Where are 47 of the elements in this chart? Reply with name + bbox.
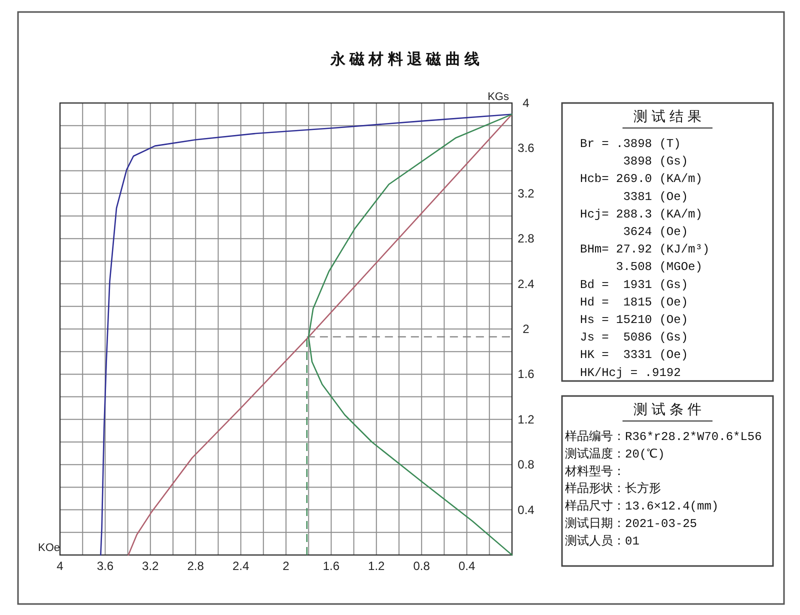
text: Hd = 1815 (Oe) [580,295,688,310]
y-tick-label: 2.4 [518,276,535,291]
text: Hcb= 269.0 (KA/m) [580,172,702,186]
text: 测试日期：2021-03-25 [565,517,698,531]
x-tick-label: 0.8 [413,559,430,573]
x-tick-label: 3.6 [96,559,114,573]
text: HK = 3331 (Oe) [580,348,688,362]
x-tick-label: 2 [282,559,290,573]
x-tick-label: 1.2 [368,559,386,573]
text: 测试温度：20(℃) [565,446,665,462]
y-tick-label: 2 [522,322,530,336]
text: Hcj= 288.3 (KA/m) [580,207,702,222]
x-tick-label: 3.2 [142,559,160,573]
text: 3624 (Oe) [580,225,688,239]
x-tick-label: 1.6 [322,559,340,573]
text: 测试人员：01 [565,534,640,548]
text: 测 试 条 件 [634,401,702,417]
text: Hs = 15210 (Oe) [580,313,688,327]
y-tick-label: 3.2 [518,186,535,200]
y-tick-label: 4 [522,96,530,110]
y-tick-label: 3.6 [518,141,535,156]
text: 3381 (Oe) [580,190,688,204]
x-axis-title: KOe [38,542,60,554]
text: BHm= 27.92 (KJ/m³) [580,242,710,257]
text: 材料型号： [564,464,625,479]
x-tick-label: 0.4 [458,559,476,573]
text: Br = .3898 (T) [580,137,681,151]
line-series [308,114,513,556]
y-tick-label: 0.4 [518,502,535,517]
x-tick-label: 2.4 [232,559,250,573]
y-tick-label: 0.8 [518,458,535,472]
y-tick-label: 1.6 [518,367,535,382]
y-tick-label: 2.8 [518,232,535,246]
text: 样品形状：长方形 [565,481,661,496]
text: 样品尺寸：13.6×12.4(mm) [565,500,719,514]
chart-title: 永 磁 材 料 退 磁 曲 线 [329,50,480,68]
text: 样品编号：R36*r28.2*W70.6*L56 [565,429,762,444]
text: 3.508 (MGOe) [580,260,702,274]
x-tick-label: 4 [56,559,64,573]
text: HK/Hcj = .9192 [580,366,681,380]
text: 测 试 结 果 [634,108,702,124]
text: Js = 5086 (Gs) [580,330,688,345]
text: Bd = 1931 (Gs) [580,278,688,292]
y-tick-label: 1.2 [518,412,535,426]
y-axis-title: KGs [488,91,510,103]
x-tick-label: 2.8 [187,559,204,573]
text: 3898 (Gs) [580,154,688,169]
